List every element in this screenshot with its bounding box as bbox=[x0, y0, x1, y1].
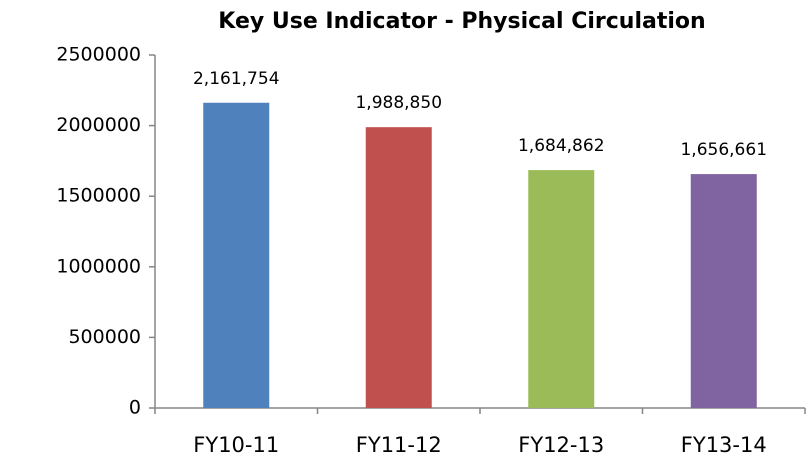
y-tick-label: 2000000 bbox=[56, 114, 141, 136]
y-tick-label: 0 bbox=[129, 397, 141, 419]
x-tick-label: FY10-11 bbox=[193, 433, 279, 457]
data-label: 2,161,754 bbox=[193, 69, 280, 89]
y-tick-label: 1500000 bbox=[56, 185, 141, 207]
data-label: 1,684,862 bbox=[518, 136, 605, 156]
x-tick-label: FY11-12 bbox=[356, 433, 442, 457]
x-tick-label: FY13-14 bbox=[681, 433, 767, 457]
y-tick-label: 2500000 bbox=[56, 44, 141, 66]
bar bbox=[528, 170, 595, 408]
y-tick-label: 1000000 bbox=[56, 255, 141, 277]
bar bbox=[690, 174, 757, 408]
x-tick-label: FY12-13 bbox=[518, 433, 604, 457]
bar bbox=[203, 102, 270, 408]
data-label: 1,988,850 bbox=[355, 93, 442, 113]
chart-title: Key Use Indicator - Physical Circulation bbox=[218, 9, 705, 34]
y-tick-label: 500000 bbox=[68, 326, 141, 348]
data-label: 1,656,661 bbox=[680, 140, 767, 160]
bar bbox=[365, 127, 432, 408]
